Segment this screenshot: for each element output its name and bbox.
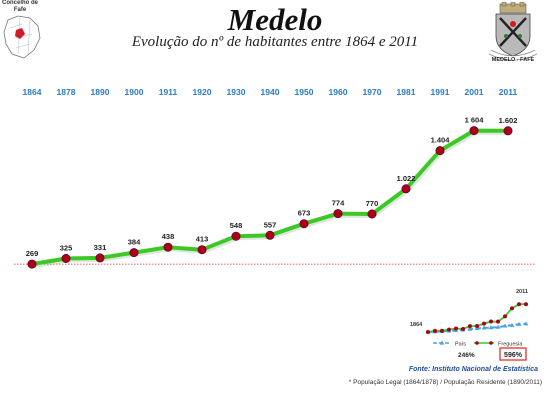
mini-start-label: 1864 bbox=[410, 322, 423, 328]
parish-data-point bbox=[503, 314, 507, 319]
data-value-label: 384 bbox=[128, 238, 141, 247]
data-point bbox=[231, 231, 241, 241]
coat-of-arms-icon: MEDELO - FAFE bbox=[488, 2, 538, 63]
data-point bbox=[299, 219, 309, 229]
data-value-label: 269 bbox=[26, 249, 39, 258]
year-label: 1864 bbox=[23, 87, 42, 97]
municipality-map-icon bbox=[3, 15, 41, 59]
year-label: 1950 bbox=[295, 87, 314, 97]
parish-data-point bbox=[524, 302, 528, 307]
year-label: 1900 bbox=[125, 87, 144, 97]
year-label: 1981 bbox=[397, 87, 416, 97]
year-label: 1930 bbox=[227, 87, 246, 97]
data-point bbox=[95, 253, 105, 263]
page-title: Medelo bbox=[227, 2, 323, 37]
parish-data-point bbox=[447, 327, 451, 332]
data-point bbox=[27, 259, 37, 269]
year-label: 1960 bbox=[329, 87, 348, 97]
data-point bbox=[265, 230, 275, 240]
data-source: Fonte: Instituto Nacional de Estatística bbox=[408, 366, 538, 373]
year-label: 1940 bbox=[261, 87, 280, 97]
map-label-line1: Concelho de bbox=[2, 0, 39, 6]
data-point bbox=[469, 126, 479, 136]
data-value-label: 770 bbox=[366, 199, 379, 208]
country-data-point bbox=[481, 325, 487, 330]
country-data-point bbox=[516, 321, 522, 326]
map-label-line2: Fafe bbox=[13, 7, 27, 13]
data-value-label: 1.022 bbox=[397, 174, 416, 183]
country-data-point bbox=[523, 321, 529, 326]
year-label: 2001 bbox=[465, 87, 484, 97]
data-value-label: 1 604 bbox=[465, 116, 485, 125]
mini-chart-legend: País Freguesia bbox=[433, 340, 523, 348]
crest-label: MEDELO - FAFE bbox=[492, 57, 535, 63]
parish-data-point bbox=[461, 326, 465, 331]
map-label: Concelho de Fafe bbox=[2, 0, 38, 14]
parish-data-point bbox=[426, 330, 430, 334]
parish-data-point bbox=[475, 324, 479, 329]
legend-parish-label: Freguesia bbox=[498, 342, 523, 348]
year-label: 1890 bbox=[91, 87, 110, 97]
year-label: 1878 bbox=[57, 87, 76, 97]
legend-country-marker bbox=[439, 340, 445, 345]
parish-data-point bbox=[510, 306, 514, 311]
parish-data-point bbox=[517, 302, 521, 307]
data-value-label: 774 bbox=[332, 199, 345, 208]
mini-end-label: 2011 bbox=[516, 289, 528, 295]
data-value-label: 1.404 bbox=[431, 136, 451, 145]
parish-data-point bbox=[468, 324, 472, 329]
data-point bbox=[435, 146, 445, 156]
parish-data-point bbox=[489, 319, 493, 324]
data-point bbox=[367, 209, 377, 219]
data-point bbox=[503, 126, 513, 136]
country-data-point bbox=[467, 326, 473, 331]
data-point bbox=[129, 248, 139, 258]
country-data-point bbox=[495, 324, 501, 329]
parish-data-point bbox=[440, 328, 444, 333]
data-value-label: 413 bbox=[196, 235, 209, 244]
year-label: 1991 bbox=[431, 87, 450, 97]
data-point bbox=[333, 209, 343, 219]
data-value-label: 438 bbox=[162, 232, 175, 241]
parish-data-point bbox=[496, 319, 500, 324]
year-label: 1920 bbox=[193, 87, 212, 97]
parish-growth-highlight-box bbox=[499, 347, 527, 361]
data-point bbox=[401, 184, 411, 194]
data-point bbox=[61, 254, 71, 264]
data-value-label: 331 bbox=[94, 243, 107, 252]
footnote: * População Legal (1864/1878) / Populaçã… bbox=[348, 379, 542, 386]
legend-parish-marker bbox=[489, 341, 493, 345]
data-point bbox=[197, 245, 207, 255]
year-label: 1970 bbox=[363, 87, 382, 97]
year-label: 1911 bbox=[159, 87, 178, 97]
country-data-point bbox=[509, 322, 515, 327]
data-value-label: 673 bbox=[298, 209, 311, 218]
legend-parish-marker bbox=[475, 341, 479, 345]
data-value-label: 325 bbox=[60, 244, 73, 253]
country-growth-label: 246% bbox=[458, 352, 475, 359]
country-data-point bbox=[488, 325, 494, 330]
chart-subtitle: Evolução do nº de habitantes entre 1864 … bbox=[131, 34, 419, 50]
country-data-point bbox=[474, 326, 480, 331]
data-point bbox=[163, 242, 173, 252]
parish-data-point bbox=[454, 326, 458, 331]
year-label: 2011 bbox=[499, 87, 518, 97]
data-value-label: 557 bbox=[264, 220, 277, 229]
legend-country-label: País bbox=[455, 342, 466, 348]
parish-data-point bbox=[433, 328, 437, 333]
parish-data-point bbox=[482, 321, 486, 326]
parish-growth-label: 596% bbox=[504, 352, 523, 359]
data-value-label: 1.602 bbox=[499, 116, 518, 125]
country-data-point bbox=[502, 323, 508, 328]
data-value-label: 548 bbox=[230, 221, 243, 230]
